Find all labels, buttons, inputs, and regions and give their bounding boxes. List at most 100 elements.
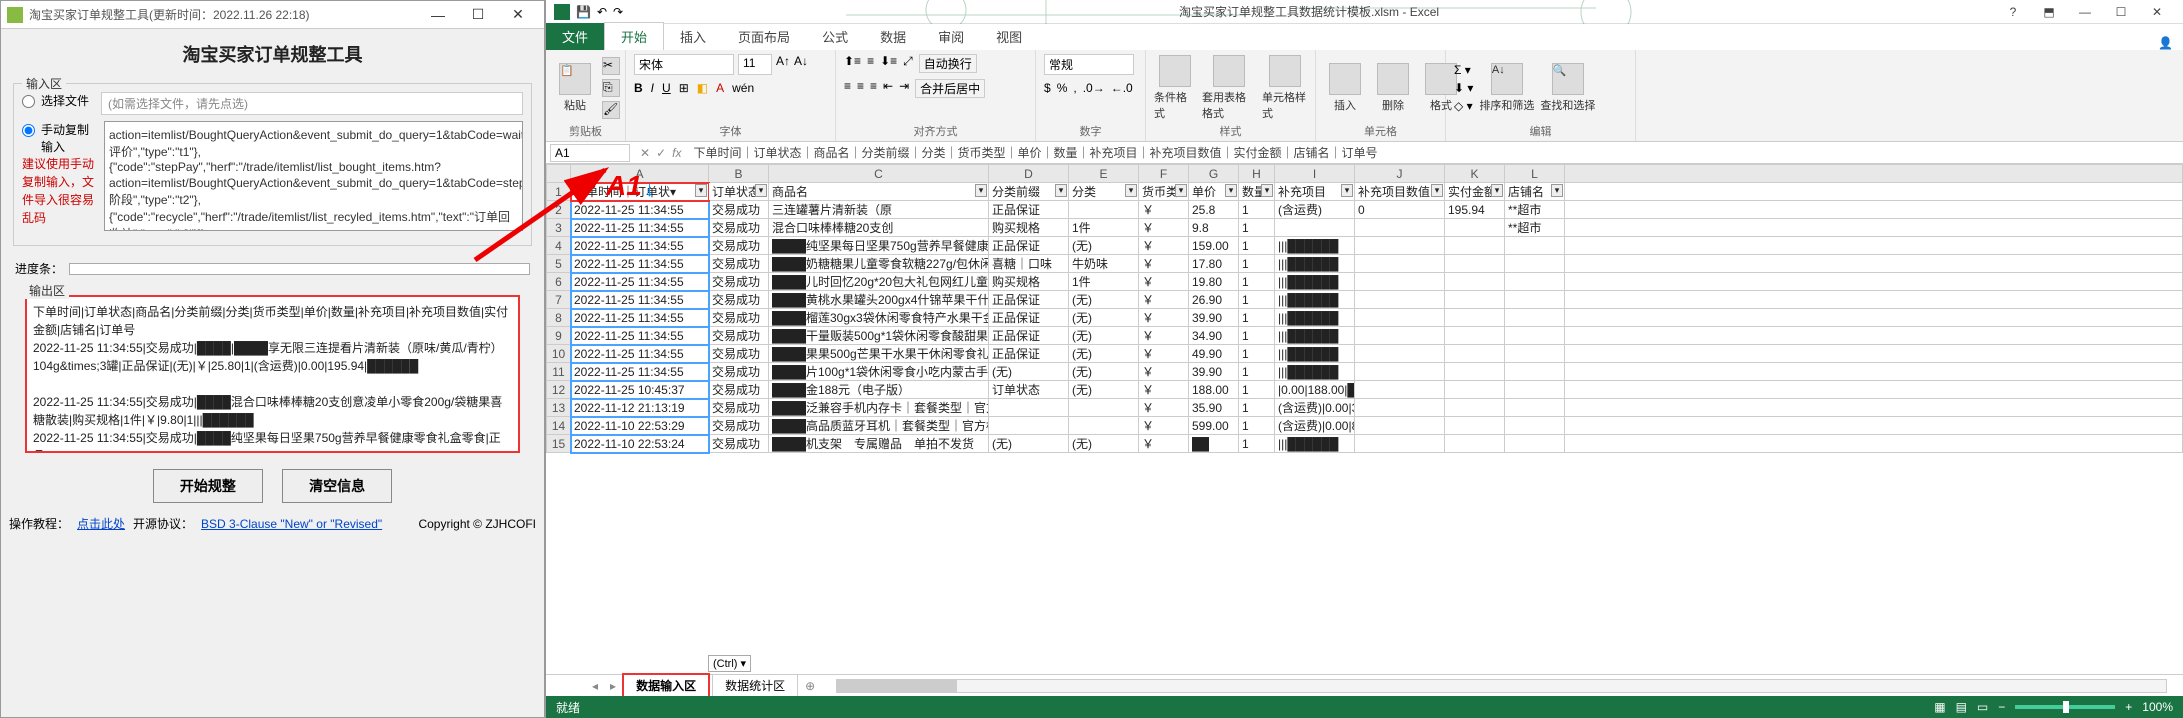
cell[interactable] [1355, 237, 1445, 255]
cell[interactable]: 2022-11-25 11:34:55 [571, 291, 709, 309]
row-head[interactable]: 7 [547, 291, 571, 309]
cell[interactable] [1445, 309, 1505, 327]
cell[interactable] [1355, 363, 1445, 381]
cell[interactable]: 1 [1239, 435, 1275, 453]
currency-icon[interactable]: $ [1044, 81, 1051, 95]
qat-redo-icon[interactable]: ↷ [613, 5, 623, 19]
cell[interactable]: 188.00 [1189, 381, 1239, 399]
col-H[interactable]: H [1239, 165, 1275, 183]
cell[interactable] [1505, 327, 1565, 345]
cell[interactable] [1069, 417, 1139, 435]
ribbon-help-icon[interactable]: ? [1995, 5, 2031, 19]
col-C[interactable]: C [769, 165, 989, 183]
col-E[interactable]: E [1069, 165, 1139, 183]
zoom-slider[interactable] [2015, 705, 2115, 709]
font-name-select[interactable]: 宋体 [634, 54, 734, 75]
cell[interactable] [1355, 417, 1445, 435]
cell-H1[interactable]: 数量▾ [1239, 183, 1275, 201]
tab-data[interactable]: 数据 [864, 23, 922, 50]
cell[interactable] [1355, 291, 1445, 309]
cell[interactable]: (含运费)|0.00|35.90|███ [1275, 399, 1355, 417]
radio-manual-input[interactable] [22, 124, 35, 137]
font-size-select[interactable]: 11 [738, 54, 772, 75]
cell[interactable]: 1件 [1069, 273, 1139, 291]
radio-select-file[interactable] [22, 95, 35, 108]
cell[interactable]: 交易成功 [709, 417, 769, 435]
col-J[interactable]: J [1355, 165, 1445, 183]
fill-color-button[interactable]: ◧ [697, 81, 708, 95]
brush-icon[interactable]: 🖌 [602, 101, 620, 119]
row-head[interactable]: 6 [547, 273, 571, 291]
cell[interactable] [1355, 399, 1445, 417]
cell[interactable]: (无) [1069, 237, 1139, 255]
cell[interactable]: 2022-11-25 11:34:55 [571, 309, 709, 327]
cell[interactable]: 交易成功 [709, 219, 769, 237]
view-layout-icon[interactable]: ▤ [1956, 700, 1967, 714]
cell[interactable]: **超市 [1505, 201, 1565, 219]
row-1-head[interactable]: 1 [547, 183, 571, 201]
italic-button[interactable]: I [651, 81, 654, 95]
delete-button[interactable]: 删除 [1372, 63, 1414, 113]
font-color-button[interactable]: A [716, 81, 724, 95]
col-L[interactable]: L [1505, 165, 1565, 183]
cell[interactable] [1505, 399, 1565, 417]
cell-I1[interactable]: 补充项目▾ [1275, 183, 1355, 201]
view-break-icon[interactable]: ▭ [1977, 700, 1988, 714]
find-button[interactable]: 🔍查找和选择 [1540, 63, 1595, 113]
grow-font-icon[interactable]: A↑ [776, 54, 790, 75]
cell[interactable]: 正品保证 [989, 309, 1069, 327]
cell-F1[interactable]: 货币类▾▾ [1139, 183, 1189, 201]
row-head[interactable]: 14 [547, 417, 571, 435]
cell[interactable] [1445, 381, 1505, 399]
sheet-tab-stats[interactable]: 数据统计区 [712, 674, 798, 697]
cell[interactable]: 49.90 [1189, 345, 1239, 363]
cell[interactable]: 交易成功 [709, 291, 769, 309]
cell[interactable]: (无) [1069, 363, 1139, 381]
zoom-percent[interactable]: 100% [2142, 700, 2173, 714]
tab-review[interactable]: 审阅 [922, 23, 980, 50]
cell[interactable]: |||██████ [1275, 273, 1355, 291]
filter-drop-icon[interactable]: ▾ [1261, 184, 1273, 197]
cell[interactable]: 正品保证 [989, 237, 1069, 255]
cell[interactable] [1505, 417, 1565, 435]
cell[interactable] [1445, 363, 1505, 381]
cell[interactable] [1445, 345, 1505, 363]
cell-E1[interactable]: 分类▾ [1069, 183, 1139, 201]
cell[interactable]: 2022-11-25 11:34:55 [571, 363, 709, 381]
cell[interactable] [1505, 273, 1565, 291]
cell[interactable] [1505, 363, 1565, 381]
align-center-icon[interactable]: ≡ [857, 79, 864, 98]
cell[interactable]: |||██████ [1275, 345, 1355, 363]
cell[interactable]: ￥ [1139, 237, 1189, 255]
cell-K1[interactable]: 实付金额▾ [1445, 183, 1505, 201]
cell[interactable]: ￥ [1139, 345, 1189, 363]
cell[interactable] [1445, 237, 1505, 255]
insert-button[interactable]: 插入 [1324, 63, 1366, 113]
cell[interactable]: |0.00|188.00|██ [1275, 381, 1355, 399]
cell[interactable] [1275, 219, 1355, 237]
indent-inc-icon[interactable]: ⇥ [899, 79, 909, 98]
col-F[interactable]: F [1139, 165, 1189, 183]
cell[interactable]: 2022-11-25 11:34:55 [571, 201, 709, 219]
sort-button[interactable]: A↓排序和筛选 [1479, 63, 1534, 113]
cell[interactable]: 1件 [1069, 219, 1139, 237]
minimize-button[interactable]: — [418, 7, 458, 23]
cell[interactable]: ████榴莲30gx3袋休闲零食特产水果干金枕头泰国风味 [769, 309, 989, 327]
cell-style-button[interactable]: 单元格样式 [1262, 55, 1307, 121]
spreadsheet-grid[interactable]: A B C D E F G H I J K L 1 下单时间｜订单状▾▾ 订单状… [546, 164, 2183, 453]
cell-J1[interactable]: 补充项目数值▾ [1355, 183, 1445, 201]
merge-button[interactable]: 合并后居中 [915, 79, 985, 98]
fx-enter-icon[interactable]: ✓ [656, 146, 666, 160]
cell[interactable] [1445, 327, 1505, 345]
cell[interactable]: |||██████ [1275, 309, 1355, 327]
cell[interactable]: ████黄桃水果罐头200gx4什锦苹果干什锦零食椰果休闲水果味 [769, 291, 989, 309]
comma-icon[interactable]: , [1073, 81, 1076, 95]
cell[interactable]: ￥ [1139, 309, 1189, 327]
sheet-nav-next-icon[interactable]: ▸ [604, 679, 622, 693]
row-head[interactable]: 15 [547, 435, 571, 453]
cell[interactable]: (无) [1069, 309, 1139, 327]
cell[interactable]: 1 [1239, 309, 1275, 327]
tab-home[interactable]: 开始 [604, 22, 664, 50]
filter-drop-icon[interactable]: ▾ [1175, 184, 1187, 197]
cell[interactable]: 交易成功 [709, 381, 769, 399]
